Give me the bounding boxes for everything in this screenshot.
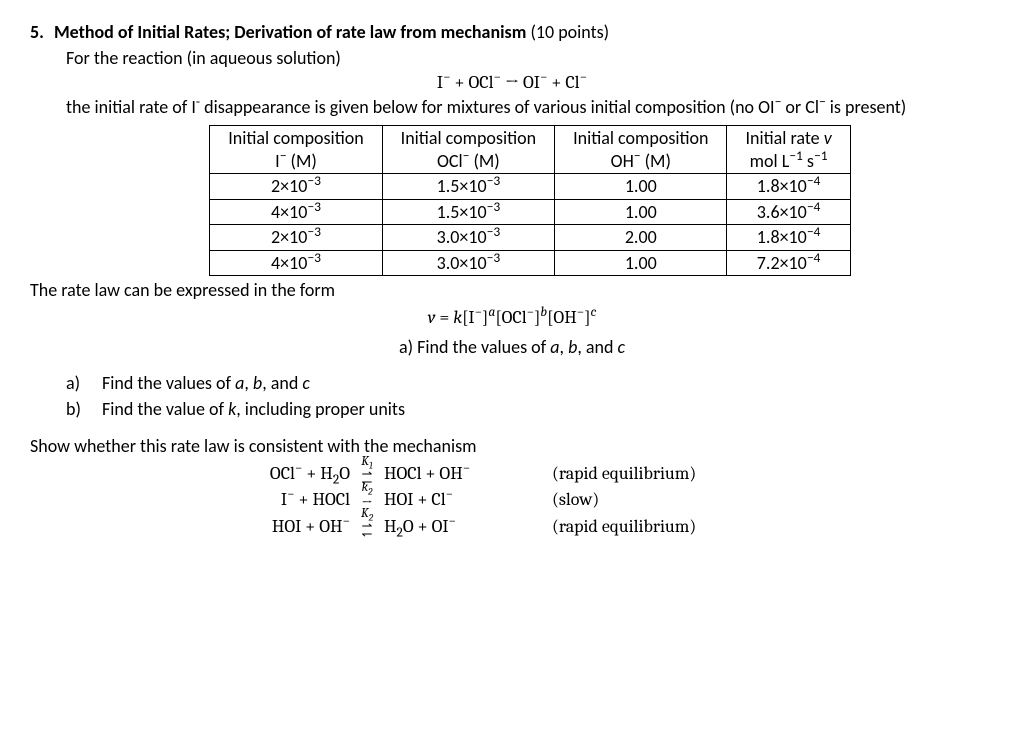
mechanism-rhs: HOI + Cl−	[384, 488, 524, 512]
table-cell: 2×10−3	[210, 225, 382, 251]
mechanism-note: (rapid equilibrium)	[552, 462, 696, 486]
intro-line-2: the initial rate of I- disappearance is …	[66, 95, 994, 119]
mechanism-lead: Show whether this rate law is consistent…	[30, 434, 994, 458]
mechanism-lhs: I− + HOCl	[230, 488, 350, 512]
mechanism-step: HOI + OH−K2⇀↽H2O + OI− (rapid equilibrium…	[230, 515, 994, 539]
mechanism-rhs: H2O + OI−	[384, 515, 524, 539]
rate-law-lead: The rate law can be expressed in the for…	[30, 278, 994, 302]
table-cell: 1.00	[555, 199, 727, 225]
table-cell: 1.00	[555, 174, 727, 200]
table-header-cell: Initial rate vmol L−1 s−1	[727, 126, 850, 174]
table-row: 4×10−33.0×10−31.007.2×10−4	[210, 250, 850, 276]
table-cell: 7.2×10−4	[727, 250, 850, 276]
table-cell: 3.6×10−4	[727, 199, 850, 225]
table-row: 2×10−33.0×10−32.001.8×10−4	[210, 225, 850, 251]
data-table-wrap: Initial compositionI− (M)Initial composi…	[66, 125, 994, 276]
part-b-label: b)	[66, 397, 88, 421]
data-table-body: 2×10−31.5×10−31.001.8×10−44×10−31.5×10−3…	[210, 174, 850, 276]
intro-line-1: For the reaction (in aqueous solution)	[66, 46, 994, 70]
data-table-head: Initial compositionI− (M)Initial composi…	[210, 126, 850, 174]
part-a: a) Find the values of a, b, and c	[66, 371, 994, 395]
mechanism-note: (rapid equilibrium)	[552, 515, 696, 539]
table-header-cell: Initial compositionOH− (M)	[555, 126, 727, 174]
mechanism-rhs: HOCl + OH−	[384, 462, 524, 486]
table-cell: 1.8×10−4	[727, 225, 850, 251]
mechanism-lhs: OCl− + H2O	[230, 462, 350, 486]
mechanism-arrow: K2⇀↽	[350, 515, 384, 539]
question-title-text: Method of Initial Rates; Derivation of r…	[54, 21, 526, 43]
part-b: b) Find the value of k, including proper…	[66, 397, 994, 421]
rate-law-expression: v = k[I−]a[OCl−]b[OH−]c	[30, 306, 994, 330]
table-row: 2×10−31.5×10−31.001.8×10−4	[210, 174, 850, 200]
part-a-label: a)	[66, 371, 88, 395]
parts-list: a) Find the values of a, b, and c b) Fin…	[66, 371, 994, 422]
table-cell: 4×10−3	[210, 199, 382, 225]
question-header: 5. Method of Initial Rates; Derivation o…	[30, 20, 994, 44]
part-a-text: Find the values of a, b, and c	[102, 371, 310, 395]
table-header-cell: Initial compositionOCl− (M)	[382, 126, 554, 174]
rate-law-subprompt: a) Find the values of a, b, and c	[30, 335, 994, 359]
table-cell: 4×10−3	[210, 250, 382, 276]
question-points: (10 points)	[530, 21, 609, 43]
table-cell: 1.5×10−3	[382, 199, 554, 225]
table-cell: 1.00	[555, 250, 727, 276]
mechanism-block: OCl− + H2OK1⇀↽HOCl + OH−(rapid equilibri…	[230, 462, 994, 539]
question-number: 5.	[30, 20, 44, 44]
mechanism-step: I− + HOClk2→HOI + Cl−(slow)	[230, 488, 994, 512]
table-cell: 1.8×10−4	[727, 174, 850, 200]
mechanism-lhs: HOI + OH−	[230, 515, 350, 539]
mechanism-note: (slow)	[552, 488, 599, 512]
table-cell: 1.5×10−3	[382, 174, 554, 200]
main-equation: I− + OCl− → OI− + Cl−	[30, 71, 994, 95]
table-cell: 3.0×10−3	[382, 225, 554, 251]
table-row: 4×10−31.5×10−31.003.6×10−4	[210, 199, 850, 225]
table-cell: 2.00	[555, 225, 727, 251]
question-title: Method of Initial Rates; Derivation of r…	[54, 20, 994, 44]
table-cell: 3.0×10−3	[382, 250, 554, 276]
table-header-row: Initial compositionI− (M)Initial composi…	[210, 126, 850, 174]
table-cell: 2×10−3	[210, 174, 382, 200]
part-b-text: Find the value of k, including proper un…	[102, 397, 405, 421]
table-header-cell: Initial compositionI− (M)	[210, 126, 382, 174]
mechanism-step: OCl− + H2OK1⇀↽HOCl + OH−(rapid equilibri…	[230, 462, 994, 486]
data-table: Initial compositionI− (M)Initial composi…	[209, 125, 850, 276]
